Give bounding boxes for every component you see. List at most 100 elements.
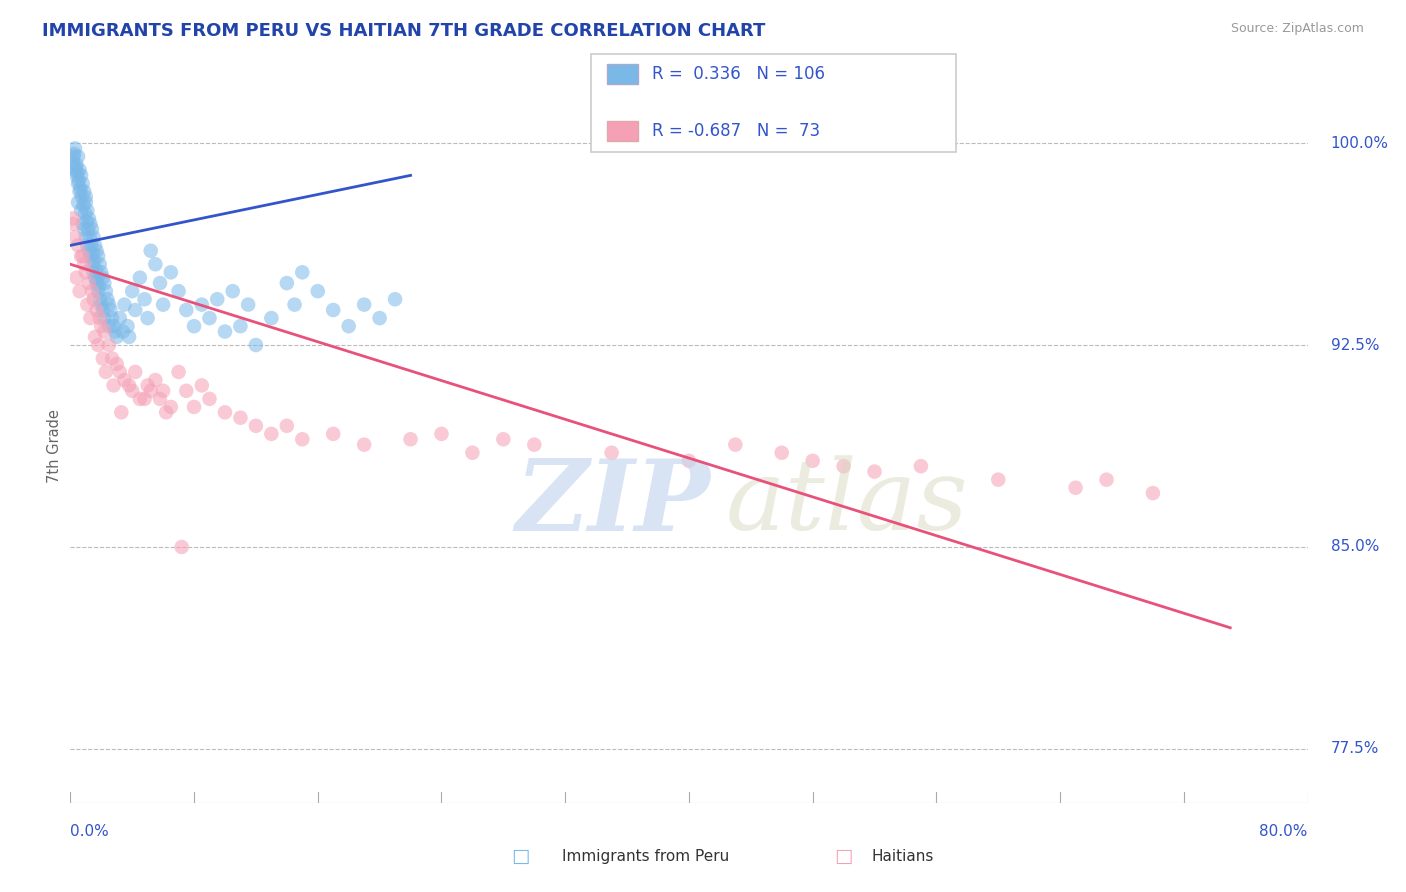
Point — [77, 276, 100, 290]
Point — [89, 311, 111, 326]
Point — [69, 182, 91, 196]
Point — [94, 284, 117, 298]
Point — [90, 319, 112, 334]
Point — [136, 311, 159, 326]
Point — [337, 319, 360, 334]
Point — [118, 330, 141, 344]
Point — [284, 298, 307, 312]
Point — [114, 298, 135, 312]
Point — [69, 163, 91, 178]
Point — [101, 351, 124, 366]
Point — [260, 426, 283, 441]
Point — [82, 230, 105, 244]
Point — [70, 203, 93, 218]
Text: 85.0%: 85.0% — [1331, 540, 1379, 555]
Point — [86, 244, 108, 258]
Point — [77, 244, 100, 258]
Point — [863, 465, 886, 479]
Point — [91, 351, 114, 366]
Point — [75, 230, 97, 244]
Point — [87, 338, 110, 352]
Point — [72, 177, 94, 191]
Point — [170, 540, 193, 554]
Point — [96, 292, 118, 306]
Point — [322, 426, 344, 441]
Point — [260, 311, 283, 326]
Text: Immigrants from Peru: Immigrants from Peru — [562, 849, 730, 863]
Point — [276, 418, 298, 433]
Point — [134, 292, 156, 306]
Point — [353, 298, 375, 312]
Point — [111, 325, 134, 339]
Point — [67, 174, 90, 188]
Point — [276, 276, 298, 290]
Point — [67, 238, 90, 252]
Point — [368, 311, 391, 326]
Point — [90, 298, 112, 312]
Point — [160, 400, 183, 414]
Point — [724, 437, 747, 451]
Point — [103, 378, 125, 392]
Point — [174, 384, 197, 398]
Point — [73, 206, 96, 220]
Point — [229, 410, 252, 425]
Point — [307, 284, 329, 298]
Point — [87, 249, 110, 263]
Point — [291, 432, 314, 446]
Text: □: □ — [834, 847, 853, 866]
Point — [155, 405, 177, 419]
Point — [63, 230, 86, 244]
Point — [461, 446, 484, 460]
Point — [384, 292, 406, 306]
Point — [191, 298, 214, 312]
Point — [145, 373, 166, 387]
Point — [149, 392, 172, 406]
Point — [245, 338, 267, 352]
Point — [87, 278, 110, 293]
Point — [1142, 486, 1164, 500]
Y-axis label: 7th Grade: 7th Grade — [46, 409, 62, 483]
Point — [322, 303, 344, 318]
Point — [136, 378, 159, 392]
Point — [65, 158, 87, 172]
Point — [86, 270, 108, 285]
Point — [139, 384, 162, 398]
Point — [65, 270, 87, 285]
Point — [79, 217, 101, 231]
Text: 100.0%: 100.0% — [1331, 136, 1389, 151]
Point — [108, 311, 131, 326]
Point — [82, 265, 105, 279]
Point — [69, 185, 91, 199]
Point — [73, 222, 96, 236]
Point — [832, 459, 855, 474]
Point — [145, 257, 166, 271]
Point — [66, 166, 89, 180]
Point — [62, 217, 84, 231]
Point — [79, 311, 101, 326]
Point — [104, 325, 127, 339]
Point — [84, 270, 107, 285]
Point — [63, 163, 86, 178]
Point — [98, 298, 120, 312]
Point — [1064, 481, 1087, 495]
Point — [94, 365, 117, 379]
Point — [65, 169, 87, 183]
Point — [124, 303, 146, 318]
Point — [118, 378, 141, 392]
Point — [399, 432, 422, 446]
Text: R =  0.336   N = 106: R = 0.336 N = 106 — [652, 65, 825, 83]
Point — [152, 384, 174, 398]
Point — [100, 303, 122, 318]
Point — [129, 270, 152, 285]
Point — [67, 195, 90, 210]
Point — [62, 211, 84, 226]
Point — [63, 146, 86, 161]
Text: 77.5%: 77.5% — [1331, 741, 1379, 756]
Point — [105, 330, 128, 344]
Point — [198, 311, 221, 326]
Point — [98, 319, 120, 334]
Point — [67, 177, 90, 191]
Point — [76, 298, 98, 312]
Point — [91, 303, 114, 318]
Point — [93, 311, 115, 326]
